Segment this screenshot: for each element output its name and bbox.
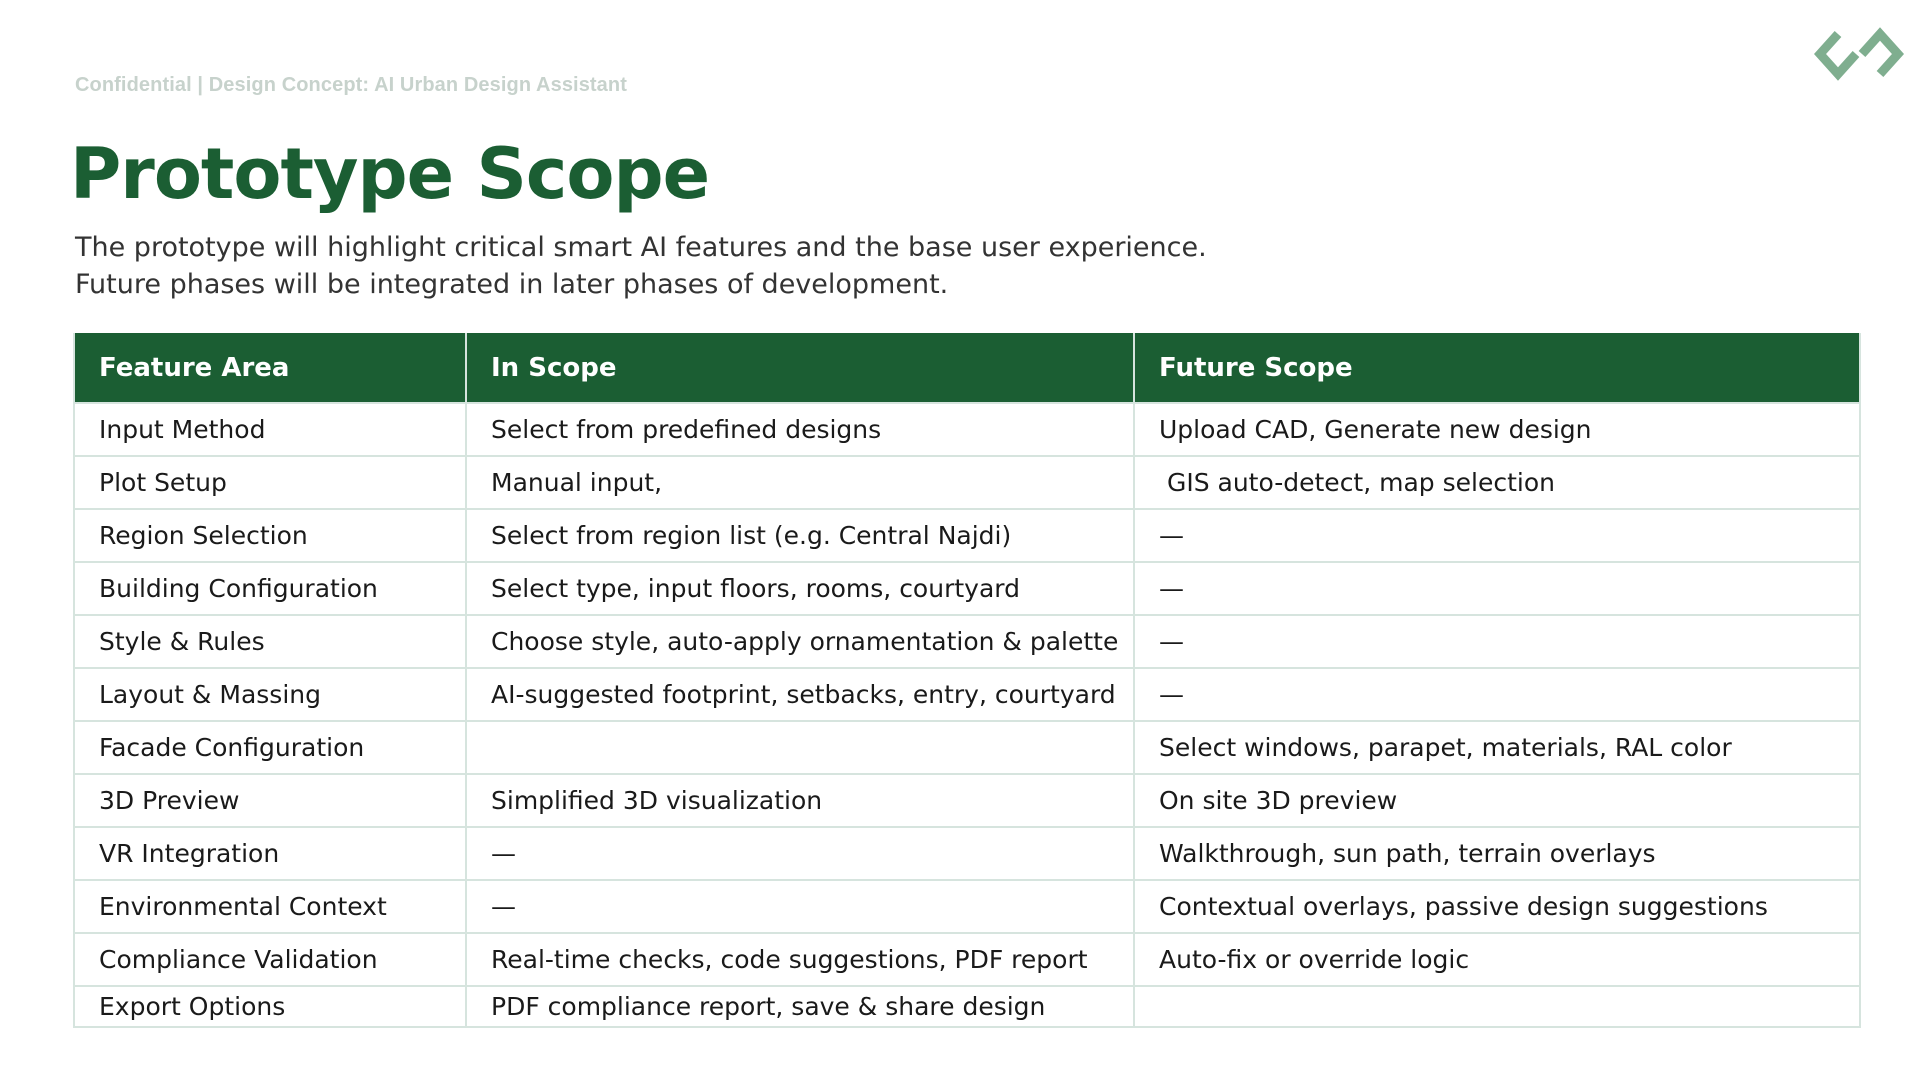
future-scope-cell: — bbox=[1133, 614, 1861, 669]
scope-table: Feature Area In Scope Future Scope Input… bbox=[73, 333, 1861, 1028]
subtitle-line-1: The prototype will highlight critical sm… bbox=[75, 232, 1207, 263]
future-scope-cell: Upload CAD, Generate new design bbox=[1133, 402, 1861, 457]
in-scope-cell: — bbox=[465, 879, 1135, 934]
subtitle-line-2: Future phases will be integrated in late… bbox=[75, 269, 949, 300]
table-row: Compliance Validation Real-time checks, … bbox=[73, 932, 1861, 987]
future-scope-cell: — bbox=[1133, 667, 1861, 722]
in-scope-cell: Select from predefined designs bbox=[465, 402, 1135, 457]
feature-area-cell: Building Configuration bbox=[73, 561, 467, 616]
feature-area-cell: Plot Setup bbox=[73, 455, 467, 510]
feature-area-cell: Compliance Validation bbox=[73, 932, 467, 987]
future-scope-cell: Walkthrough, sun path, terrain overlays bbox=[1133, 826, 1861, 881]
in-scope-cell: Select type, input floors, rooms, courty… bbox=[465, 561, 1135, 616]
column-header-future-scope: Future Scope bbox=[1133, 333, 1861, 404]
future-scope-cell: Auto-fix or override logic bbox=[1133, 932, 1861, 987]
table-row: Environmental Context — Contextual overl… bbox=[73, 879, 1861, 934]
in-scope-cell: Simplified 3D visualization bbox=[465, 773, 1135, 828]
table-row: Style & Rules Choose style, auto-apply o… bbox=[73, 614, 1861, 669]
table-row: 3D Preview Simplified 3D visualization O… bbox=[73, 773, 1861, 828]
confidential-label: Confidential | Design Concept: AI Urban … bbox=[75, 74, 627, 96]
table-row: Layout & Massing AI-suggested footprint,… bbox=[73, 667, 1861, 722]
in-scope-cell: Manual input, bbox=[465, 455, 1135, 510]
feature-area-cell: Export Options bbox=[73, 985, 467, 1028]
future-scope-cell: Contextual overlays, passive design sugg… bbox=[1133, 879, 1861, 934]
in-scope-cell: PDF compliance report, save & share desi… bbox=[465, 985, 1135, 1028]
page-title: Prototype Scope bbox=[70, 133, 710, 215]
future-scope-cell bbox=[1133, 985, 1861, 1028]
table-row: Building Configuration Select type, inpu… bbox=[73, 561, 1861, 616]
diamond-link-logo-icon bbox=[1814, 27, 1904, 81]
future-scope-cell: GIS auto-detect, map selection bbox=[1133, 455, 1861, 510]
in-scope-cell: — bbox=[465, 826, 1135, 881]
future-scope-cell: On site 3D preview bbox=[1133, 773, 1861, 828]
feature-area-cell: Input Method bbox=[73, 402, 467, 457]
feature-area-cell: Layout & Massing bbox=[73, 667, 467, 722]
table-row: Plot Setup Manual input, GIS auto-detect… bbox=[73, 455, 1861, 510]
column-header-feature-area: Feature Area bbox=[73, 333, 467, 404]
feature-area-cell: Facade Configuration bbox=[73, 720, 467, 775]
feature-area-cell: VR Integration bbox=[73, 826, 467, 881]
feature-area-cell: Style & Rules bbox=[73, 614, 467, 669]
page-subtitle: The prototype will highlight critical sm… bbox=[75, 229, 1207, 303]
future-scope-cell: Select windows, parapet, materials, RAL … bbox=[1133, 720, 1861, 775]
in-scope-cell: Choose style, auto-apply ornamentation &… bbox=[465, 614, 1135, 669]
table-row: Facade Configuration Select windows, par… bbox=[73, 720, 1861, 775]
feature-area-cell: 3D Preview bbox=[73, 773, 467, 828]
in-scope-cell: Select from region list (e.g. Central Na… bbox=[465, 508, 1135, 563]
table-row: VR Integration — Walkthrough, sun path, … bbox=[73, 826, 1861, 881]
table-row: Input Method Select from predefined desi… bbox=[73, 402, 1861, 457]
in-scope-cell: AI-suggested footprint, setbacks, entry,… bbox=[465, 667, 1135, 722]
feature-area-cell: Environmental Context bbox=[73, 879, 467, 934]
table-header-row: Feature Area In Scope Future Scope bbox=[73, 333, 1861, 404]
feature-area-cell: Region Selection bbox=[73, 508, 467, 563]
table-row: Export Options PDF compliance report, sa… bbox=[73, 985, 1861, 1028]
column-header-in-scope: In Scope bbox=[465, 333, 1135, 404]
future-scope-cell: — bbox=[1133, 561, 1861, 616]
in-scope-cell: Real-time checks, code suggestions, PDF … bbox=[465, 932, 1135, 987]
future-scope-cell: — bbox=[1133, 508, 1861, 563]
in-scope-cell bbox=[465, 720, 1135, 775]
table-row: Region Selection Select from region list… bbox=[73, 508, 1861, 563]
